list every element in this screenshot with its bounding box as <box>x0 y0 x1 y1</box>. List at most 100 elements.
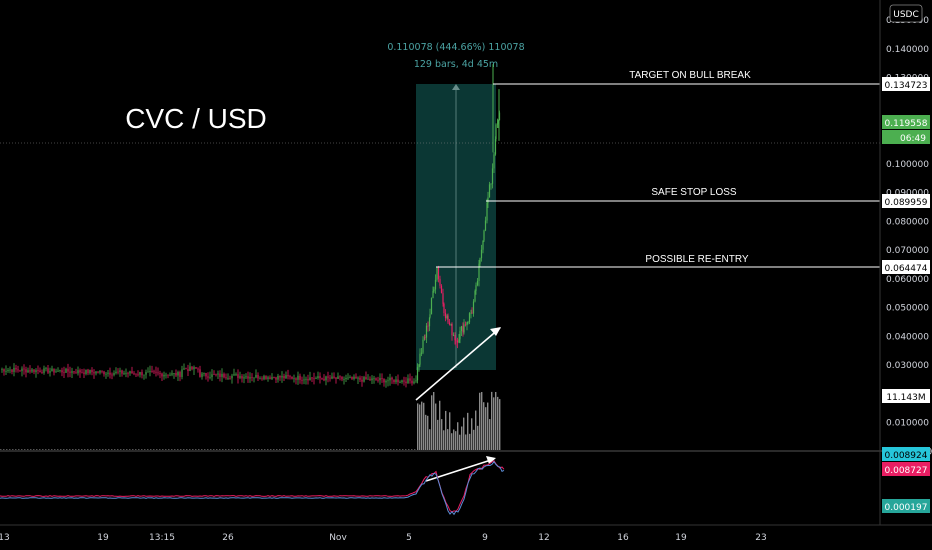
volume-bar <box>455 431 457 450</box>
candle-body <box>496 123 499 125</box>
candle-body <box>129 371 131 374</box>
candle-body <box>259 378 261 380</box>
candle-body <box>420 352 423 354</box>
candle-body <box>451 323 453 336</box>
candle-body <box>257 375 259 379</box>
candle-body <box>157 372 159 374</box>
volume-bar <box>249 449 251 450</box>
candle-body <box>301 379 303 381</box>
volume-bar <box>465 434 467 450</box>
volume-bar <box>481 392 483 450</box>
candle-body <box>185 368 187 370</box>
volume-bar <box>431 395 433 450</box>
volume-bar <box>479 392 481 450</box>
candle-body <box>433 289 435 292</box>
volume-bar <box>234 449 236 450</box>
candle-body <box>295 378 297 380</box>
candle-body <box>478 263 480 281</box>
candle-body <box>267 377 269 379</box>
price-tick-label: 0.050000 <box>886 304 929 314</box>
indicator-line-blue <box>0 460 505 516</box>
candle-body <box>79 370 81 373</box>
volume-bar <box>291 449 293 450</box>
candle-body <box>475 285 477 291</box>
candle-body <box>447 315 449 323</box>
volume-bar <box>99 449 101 450</box>
time-axis[interactable]: 13 19 13:15 26 Nov 5 9 12 16 19 23 <box>0 533 767 543</box>
volume-bar <box>48 449 50 450</box>
volume-bar <box>469 433 471 450</box>
candle-body <box>255 375 257 378</box>
candle-body <box>413 381 415 384</box>
candle-body <box>279 375 281 378</box>
volume-bar <box>150 449 152 450</box>
volume-bar <box>210 449 212 450</box>
candle-body <box>127 372 129 374</box>
candle-body <box>383 378 385 383</box>
candle-body <box>121 370 123 374</box>
candle-body <box>470 312 472 314</box>
candle-body <box>367 378 369 380</box>
volume-bar <box>375 449 377 450</box>
candle-body <box>440 285 443 294</box>
candle-body <box>484 220 487 231</box>
volume-bar <box>297 449 299 450</box>
candle-body <box>245 376 247 378</box>
candle-body <box>53 368 55 373</box>
candle-body <box>331 376 333 379</box>
volume-bar <box>443 430 445 450</box>
candle-body <box>25 369 27 373</box>
volume-bar <box>445 410 447 450</box>
price-trend-arrowhead <box>490 327 501 336</box>
volume-bar <box>429 429 431 450</box>
candle-body <box>163 374 165 377</box>
candle-body <box>35 370 37 373</box>
candle-body <box>101 370 103 372</box>
candle-body <box>422 339 424 353</box>
volume-bar <box>360 449 362 450</box>
candle-body <box>333 376 335 378</box>
volume-bar <box>228 449 230 450</box>
volume-bar <box>327 449 329 450</box>
candle-body <box>351 376 353 379</box>
candle-body <box>315 377 317 379</box>
candle-body <box>464 324 467 326</box>
candle-body <box>89 369 91 374</box>
candle-body <box>448 322 451 325</box>
candle-body <box>474 290 476 302</box>
volume-bar <box>449 412 451 450</box>
candle-body <box>359 377 361 380</box>
volume-bar <box>189 449 191 450</box>
volume-bar <box>225 449 227 450</box>
candle-body <box>371 378 373 381</box>
currency-badge[interactable] <box>889 4 923 23</box>
candle-body <box>133 373 135 375</box>
indicator-value-pink: 0.008727 <box>885 466 928 476</box>
candle-body <box>63 372 65 374</box>
candle-body <box>233 374 235 376</box>
candle-body <box>419 353 421 365</box>
volume-bar <box>108 449 110 450</box>
candle-body <box>33 369 35 373</box>
price-trend-arrow[interactable] <box>415 327 501 401</box>
price-tick-label: 0.140000 <box>886 45 929 55</box>
candle-body <box>349 376 351 378</box>
candle-body <box>241 376 243 379</box>
candle-body <box>283 376 285 379</box>
volume-bar <box>315 449 317 450</box>
volume-bar <box>276 449 278 450</box>
candle-body <box>153 371 155 373</box>
volume-bar <box>421 401 423 450</box>
candle-body <box>442 293 444 304</box>
volume-bar <box>3 449 5 450</box>
reentry-label: POSSIBLE RE-ENTRY <box>645 254 749 265</box>
candle-body <box>335 377 337 379</box>
candle-body <box>51 368 53 372</box>
candle-body <box>159 373 161 374</box>
candle-body <box>271 377 273 379</box>
price-tick-label: 0.010000 <box>886 419 929 429</box>
candle-body <box>273 377 275 378</box>
indicator-value-cyan: 0.008924 <box>885 451 928 461</box>
candle-body <box>424 337 426 339</box>
